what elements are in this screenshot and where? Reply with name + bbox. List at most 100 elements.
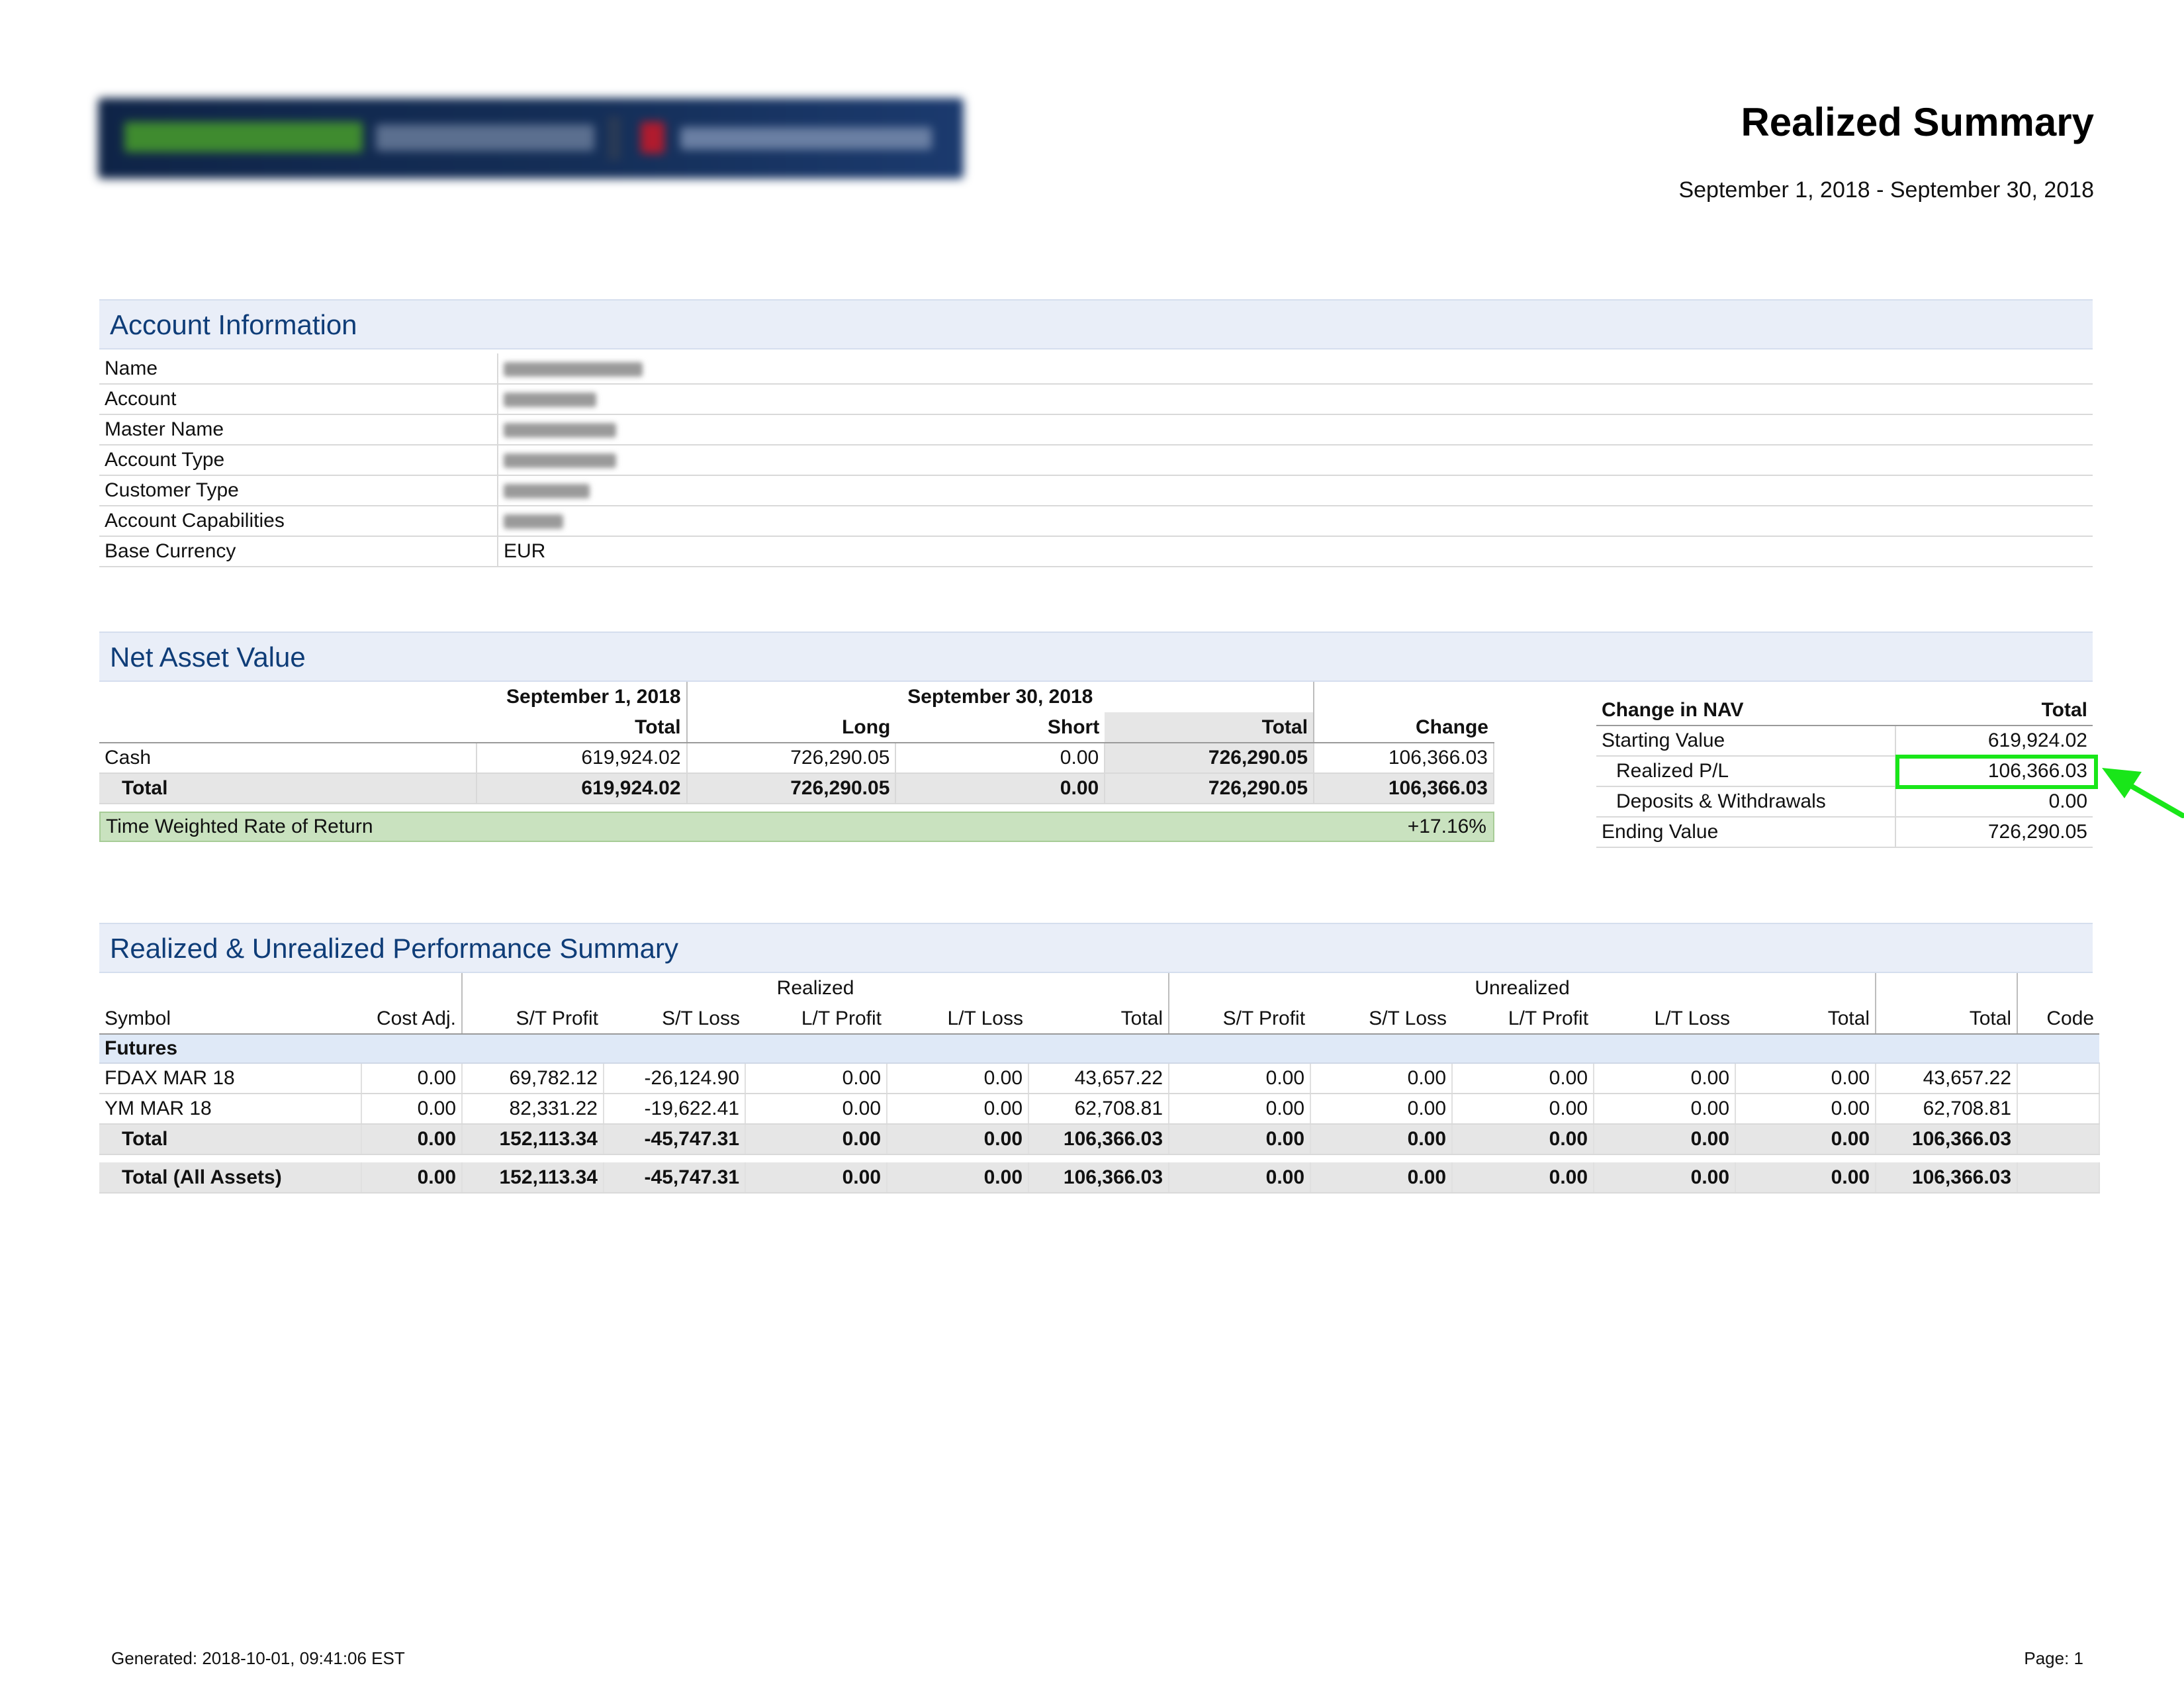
arrow-icon <box>2102 768 2184 818</box>
cell-value: 0.00 <box>1452 1063 1595 1094</box>
start-date-header: September 1, 2018 <box>476 682 688 712</box>
table-row: Starting Value 619,924.02 <box>1596 726 2093 757</box>
cell-value: 0.00 <box>1310 1162 1453 1194</box>
cell-value: 106,366.03 <box>1314 773 1494 804</box>
cell-value: 0.00 <box>1310 1063 1453 1094</box>
col-header-short: Short <box>895 712 1105 743</box>
col-header: Symbol <box>99 1004 361 1035</box>
cell-value: 0.00 <box>887 1063 1029 1094</box>
row-label: Ending Value <box>1596 817 1896 848</box>
redacted-value <box>498 506 2093 537</box>
cell-value <box>2017 1063 2101 1094</box>
table-row: Total Long Short Total Change <box>99 712 1494 743</box>
cell-value <box>2017 1124 2101 1155</box>
row-label: Account <box>99 384 498 415</box>
col-header: Total <box>1735 1004 1877 1035</box>
cell-value: 0.00 <box>361 1063 463 1094</box>
col-header: L/T Profit <box>745 1004 887 1035</box>
cell-value: -45,747.31 <box>604 1162 746 1194</box>
col-header-long: Long <box>686 712 896 743</box>
col-header: L/T Loss <box>887 1004 1028 1035</box>
row-label: Realized P/L <box>1596 756 1896 787</box>
cell-value: 726,290.05 <box>1895 817 2093 848</box>
table-row: Base Currency EUR <box>99 536 2093 567</box>
col-header: Total <box>1876 1004 2019 1035</box>
row-label: Deposits & Withdrawals <box>1596 786 1896 818</box>
end-date-header: September 30, 2018 <box>686 682 1315 712</box>
cell-value: 0.00 <box>1735 1094 1877 1125</box>
cell-value <box>2017 1094 2101 1125</box>
table-row: FDAX MAR 18 0.00 69,782.12 -26,124.90 0.… <box>99 1063 2101 1094</box>
col-header-total: Total <box>1105 712 1315 743</box>
cell-value: 0.00 <box>1594 1063 1737 1094</box>
row-label: Total <box>99 773 477 804</box>
row-label: Cash <box>99 743 477 774</box>
cell-value: 619,924.02 <box>476 773 688 804</box>
cell-value: 106,366.03 <box>1314 743 1494 774</box>
cell-value: -45,747.31 <box>604 1124 746 1155</box>
table-row: September 1, 2018 September 30, 2018 <box>99 682 1494 712</box>
cell-value: 0.00 <box>1169 1162 1312 1194</box>
cell-value: 0.00 <box>361 1162 463 1194</box>
cell-value: 619,924.02 <box>476 743 688 774</box>
cell-value: -19,622.41 <box>604 1094 746 1125</box>
col-header: L/T Loss <box>1594 1004 1736 1035</box>
total-row: Total 0.00 152,113.34 -45,747.31 0.00 0.… <box>99 1124 2101 1155</box>
symbol-cell: Total <box>99 1124 362 1155</box>
cell-value: 0.00 <box>1895 786 2093 818</box>
cell-value: 106,366.03 <box>1028 1162 1170 1194</box>
col-header: Cost Adj. <box>361 1004 463 1035</box>
col-header: S/T Profit <box>462 1004 604 1035</box>
redacted-value <box>498 475 2093 506</box>
performance-table: Realized Unrealized Symbol Cost Adj. S/T… <box>99 973 2101 1194</box>
table-row: Account Type <box>99 445 2093 476</box>
table-row: Cash 619,924.02 726,290.05 0.00 726,290.… <box>99 743 1494 774</box>
report-period: September 1, 2018 - September 30, 2018 <box>1678 177 2094 203</box>
nav-header: Net Asset Value <box>99 632 2093 682</box>
table-row: Symbol Cost Adj. S/T Profit S/T Loss L/T… <box>99 1004 2100 1035</box>
row-label: Customer Type <box>99 475 498 506</box>
row-label: Name <box>99 353 498 385</box>
unrealized-group-header: Unrealized <box>1169 973 1877 1004</box>
twrr-value: +17.16% <box>1407 816 1486 837</box>
cell-value: 0.00 <box>1169 1094 1312 1125</box>
cell-value: 152,113.34 <box>462 1124 604 1155</box>
realized-group-header: Realized <box>462 973 1170 1004</box>
broker-logo <box>98 98 964 179</box>
cell-value: 0.00 <box>1310 1124 1453 1155</box>
cell-value: 106,366.03 <box>1876 1124 2019 1155</box>
nav-table: September 1, 2018 September 30, 2018 Tot… <box>99 682 1494 804</box>
cell-value: 43,657.22 <box>1876 1063 2019 1094</box>
cell-value: 106,366.03 <box>1876 1162 2019 1194</box>
cell-value: 726,290.05 <box>686 773 897 804</box>
account-info-header: Account Information <box>99 299 2093 350</box>
cell-value: 69,782.12 <box>462 1063 604 1094</box>
cell-value: 106,366.03 <box>1028 1124 1170 1155</box>
table-row: Account <box>99 384 2093 415</box>
col-header: S/T Loss <box>1310 1004 1453 1035</box>
col-header: S/T Profit <box>1169 1004 1311 1035</box>
cell-value: 0.00 <box>745 1063 887 1094</box>
twrr-label: Time Weighted Rate of Return <box>106 816 373 837</box>
report-title: Realized Summary <box>1741 100 2094 144</box>
cell-value: 0.00 <box>1594 1124 1737 1155</box>
table-row: Customer Type <box>99 475 2093 506</box>
redacted-value <box>498 414 2093 445</box>
cell-value: 619,924.02 <box>1895 726 2093 757</box>
cell-value: 0.00 <box>1452 1124 1595 1155</box>
cell-value: -26,124.90 <box>604 1063 746 1094</box>
base-currency-value: EUR <box>498 536 2093 567</box>
highlight-box <box>1895 755 2098 789</box>
table-row: Realized Unrealized <box>99 973 2099 1004</box>
redacted-value <box>498 384 2093 415</box>
cell-value: 726,290.05 <box>686 743 897 774</box>
cell-value: 0.00 <box>887 1124 1029 1155</box>
all-assets-total-row: Total (All Assets) 0.00 152,113.34 -45,7… <box>99 1162 2101 1194</box>
cell-value: 0.00 <box>1594 1162 1737 1194</box>
cell-value: 0.00 <box>361 1094 463 1125</box>
cell-value: 0.00 <box>1452 1162 1595 1194</box>
cell-value: 0.00 <box>895 773 1106 804</box>
symbol-cell: YM MAR 18 <box>99 1094 362 1125</box>
redacted-value <box>498 353 2093 385</box>
cell-value: 0.00 <box>1452 1094 1595 1125</box>
